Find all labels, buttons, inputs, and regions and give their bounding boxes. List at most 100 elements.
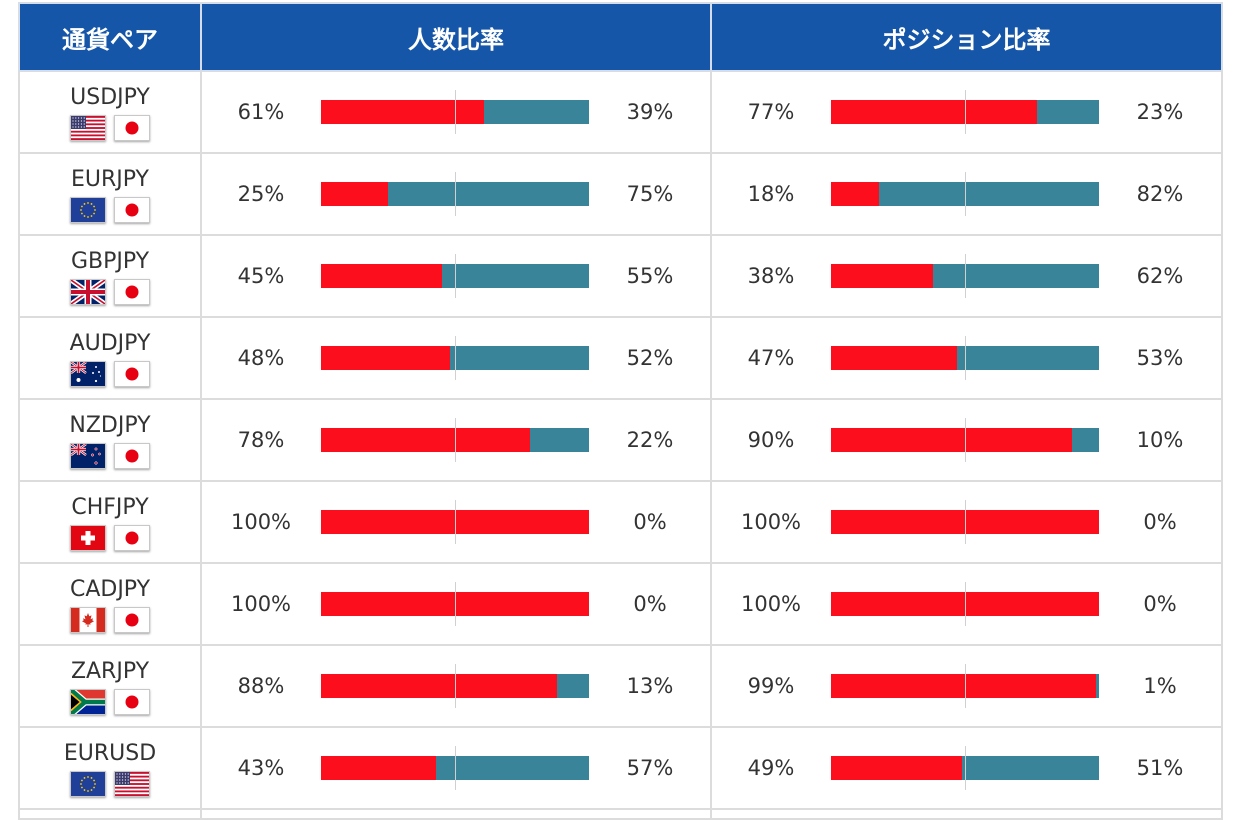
people-buy-fill — [321, 674, 557, 698]
position-buy-percent: 47% — [747, 346, 795, 370]
people-midline — [455, 746, 456, 790]
pair-cell: NZDJPY — [18, 398, 202, 482]
table-row: AUDJPY 48% 52% 47% 53% — [18, 316, 1223, 400]
jp-flag-icon — [114, 525, 150, 551]
people-ratio-bar — [321, 500, 589, 544]
header-position-ratio: ポジション比率 — [710, 2, 1223, 72]
people-midline — [455, 254, 456, 298]
jp-flag-icon — [114, 361, 150, 387]
position-cell: 100% 0% — [710, 562, 1223, 646]
people-buy-fill — [321, 100, 485, 124]
position-ratio: 100% 0% — [712, 564, 1221, 644]
people-sell-percent: 0% — [633, 592, 667, 616]
position-buy-percent: 90% — [747, 428, 795, 452]
people-ratio-bar — [321, 418, 589, 462]
position-midline — [965, 500, 966, 544]
pair-flags — [20, 525, 200, 551]
people-midline — [455, 418, 456, 462]
people-midline — [455, 172, 456, 216]
position-sell-percent: 23% — [1136, 100, 1184, 124]
pair-flags — [20, 771, 200, 797]
pair-name: CHFJPY — [71, 495, 149, 520]
position-cell: 49% 51% — [710, 726, 1223, 810]
people-buy-percent: 45% — [237, 264, 285, 288]
table-header-row: 通貨ペア 人数比率 ポジション比率 — [18, 2, 1223, 72]
pair-cell: CADJPY — [18, 562, 202, 646]
people-ratio: 100% 0% — [202, 482, 710, 562]
position-buy-percent: 38% — [747, 264, 795, 288]
jp-flag-icon — [114, 279, 150, 305]
people-buy-percent: 100% — [230, 592, 292, 616]
position-buy-percent: 100% — [740, 592, 802, 616]
people-cell: 45% 55% — [200, 234, 712, 318]
table-row: CADJPY 100% 0% 100% 0% — [18, 562, 1223, 646]
people-midline — [455, 664, 456, 708]
people-buy-fill — [321, 346, 450, 370]
position-sell-percent: 62% — [1136, 264, 1184, 288]
us-flag-icon — [70, 115, 106, 141]
position-ratio-bar — [831, 172, 1099, 216]
people-sell-percent: 55% — [626, 264, 674, 288]
position-ratio-bar — [831, 664, 1099, 708]
people-midline — [455, 582, 456, 626]
position-buy-fill — [831, 674, 1097, 698]
position-midline — [965, 336, 966, 380]
people-cell: 25% 75% — [200, 152, 712, 236]
position-sell-percent: 0% — [1143, 592, 1177, 616]
people-midline — [455, 336, 456, 380]
position-cell: 38% 62% — [710, 234, 1223, 318]
pair-cell: CHFJPY — [18, 480, 202, 564]
people-midline — [455, 90, 456, 134]
pair-flags — [20, 279, 200, 305]
people-cell: 100% 0% — [200, 480, 712, 564]
position-cell: 100% 0% — [710, 480, 1223, 564]
people-ratio-bar — [321, 664, 589, 708]
people-buy-fill — [321, 264, 442, 288]
people-ratio-bar — [321, 172, 589, 216]
position-midline — [965, 418, 966, 462]
jp-flag-icon — [114, 197, 150, 223]
people-ratio-bar — [321, 746, 589, 790]
position-buy-percent: 100% — [740, 510, 802, 534]
people-buy-fill — [321, 756, 437, 780]
position-midline — [965, 172, 966, 216]
pair-flags — [20, 115, 200, 141]
pair-name: AUDJPY — [69, 331, 151, 356]
people-buy-percent: 43% — [237, 756, 285, 780]
people-sell-percent: 52% — [626, 346, 674, 370]
jp-flag-icon — [114, 607, 150, 633]
table-row: USDJPY 61% 39% 77% 23% — [18, 70, 1223, 154]
position-buy-percent: 18% — [747, 182, 795, 206]
position-buy-percent: 99% — [747, 674, 795, 698]
position-ratio-bar — [831, 336, 1099, 380]
position-sell-percent: 51% — [1136, 756, 1184, 780]
eu-flag-icon — [70, 197, 106, 223]
pair-flags — [20, 443, 200, 469]
pair-cell: USDJPY — [18, 70, 202, 154]
position-ratio: 99% 1% — [712, 646, 1221, 726]
people-sell-percent: 75% — [626, 182, 674, 206]
position-ratio: 49% 51% — [712, 728, 1221, 808]
pair-flags — [20, 689, 200, 715]
position-ratio: 47% 53% — [712, 318, 1221, 398]
table-body: USDJPY 61% 39% 77% 23% EURJPY 25% 75% 18% 82% GBPJ… — [18, 70, 1223, 820]
position-buy-percent: 77% — [747, 100, 795, 124]
people-ratio: 45% 55% — [202, 236, 710, 316]
jp-flag-icon — [114, 443, 150, 469]
eu-flag-icon — [70, 771, 106, 797]
position-ratio-bar — [831, 582, 1099, 626]
ratio-table-container: 通貨ペア 人数比率 ポジション比率 USDJPY 61% 39% 77% 23% EURJ… — [18, 2, 1223, 820]
position-sell-percent: 1% — [1143, 674, 1177, 698]
table-row: EURUSD 43% 57% 49% 51% — [18, 726, 1223, 810]
people-buy-percent: 25% — [237, 182, 285, 206]
position-sell-percent: 82% — [1136, 182, 1184, 206]
position-ratio: 77% 23% — [712, 72, 1221, 152]
position-buy-fill — [831, 756, 963, 780]
us-flag-icon — [114, 771, 150, 797]
people-cell: 43% 57% — [200, 726, 712, 810]
people-cell: 100% 0% — [200, 562, 712, 646]
people-midline — [455, 500, 456, 544]
table-row: GBPJPY 45% 55% 38% 62% — [18, 234, 1223, 318]
people-ratio: 88% 13% — [202, 646, 710, 726]
jp-flag-icon — [114, 115, 150, 141]
